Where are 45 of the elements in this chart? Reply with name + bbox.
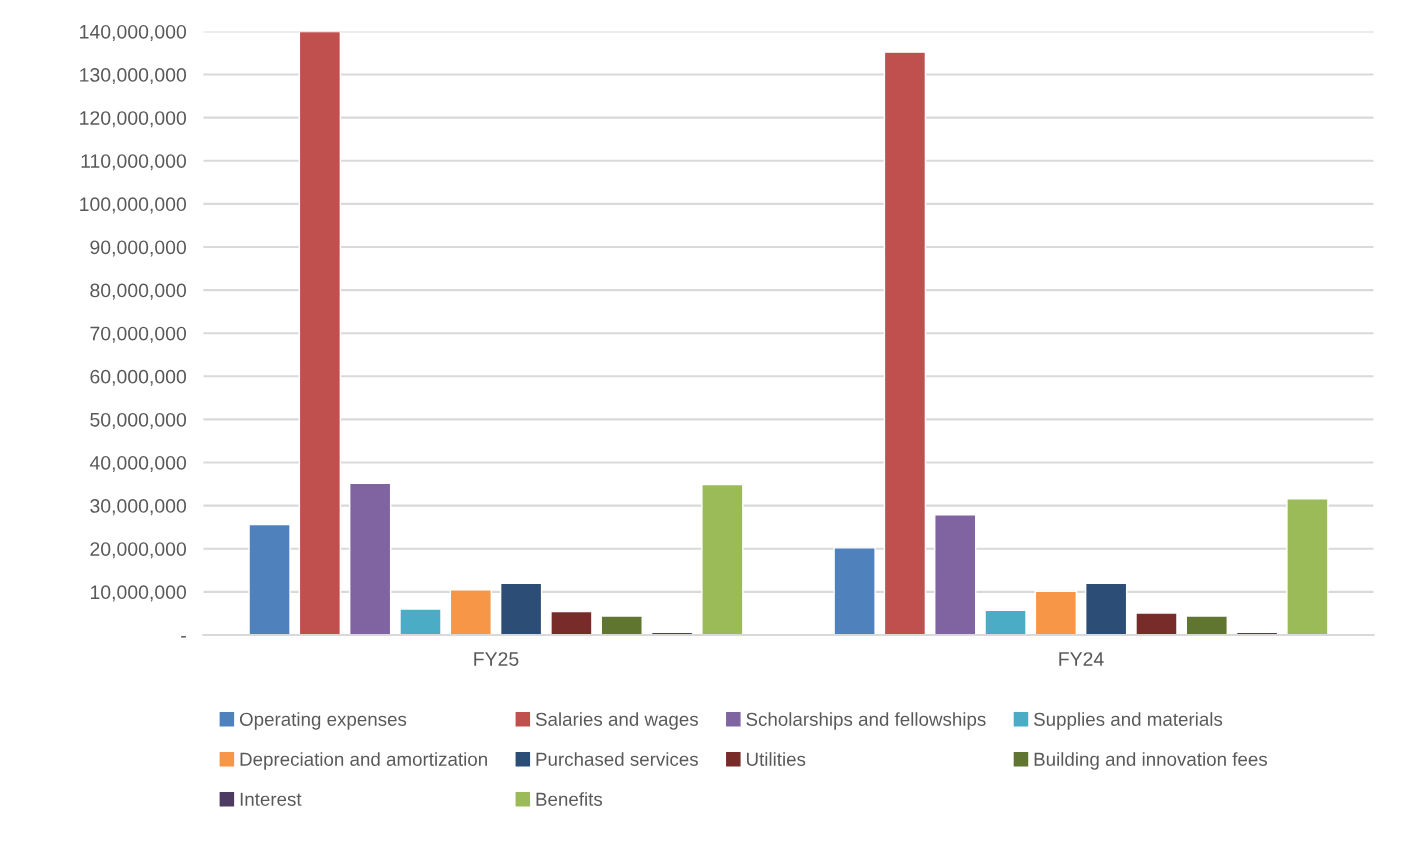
legend-label: Salaries and wages	[535, 712, 698, 730]
legend-label: Utilities	[746, 752, 806, 766]
bar	[1286, 498, 1329, 635]
legend-label: Building and innovation fees	[1034, 752, 1268, 770]
bar	[1135, 612, 1178, 635]
legend-label: Scholarships and fellowships	[746, 712, 986, 730]
bar	[550, 610, 593, 635]
y-tick-label: -	[181, 636, 186, 638]
bar	[298, 31, 342, 635]
y-tick-label: 110,000,000	[81, 154, 187, 171]
y-tick-label: 140,000,000	[80, 24, 187, 41]
bar	[399, 608, 442, 635]
legend-label: Depreciation and amortization	[240, 752, 487, 770]
bar	[600, 615, 643, 635]
y-tick-label: 70,000,000	[90, 326, 187, 343]
y-tick-label: 80,000,000	[90, 283, 187, 300]
y-tick-label: 90,000,000	[90, 240, 187, 257]
bar	[499, 582, 543, 635]
y-tick-label: 120,000,000	[80, 111, 187, 128]
bar	[984, 609, 1027, 635]
y-tick-label: 130,000,000	[80, 68, 187, 85]
y-tick-label: 40,000,000	[89, 455, 187, 473]
x-tick-label: FY25	[474, 652, 519, 666]
bar	[883, 51, 927, 635]
legend-label: Purchased services	[536, 752, 698, 766]
legend-label: Supplies and materials	[1033, 712, 1223, 730]
y-tick-label: 30,000,000	[90, 499, 187, 516]
bar	[934, 513, 977, 635]
legend-label: Interest	[240, 792, 302, 806]
legend-label: Operating expenses	[239, 712, 407, 730]
y-tick-label: 100,000,000	[80, 197, 187, 214]
bar	[1034, 590, 1078, 635]
y-tick-label: 60,000,000	[90, 369, 187, 386]
bar	[1185, 615, 1228, 635]
legend-label: Benefits	[536, 792, 603, 806]
bar	[1084, 582, 1128, 635]
bar	[248, 523, 291, 635]
y-tick-label: 10,000,000	[90, 585, 187, 602]
bar	[833, 547, 876, 635]
bar	[701, 483, 744, 635]
y-tick-label: 20,000,000	[90, 542, 187, 559]
bar	[349, 482, 392, 635]
y-tick-label: 50,000,000	[90, 412, 187, 429]
x-tick-label: FY24	[1059, 652, 1104, 666]
bar	[449, 588, 492, 635]
